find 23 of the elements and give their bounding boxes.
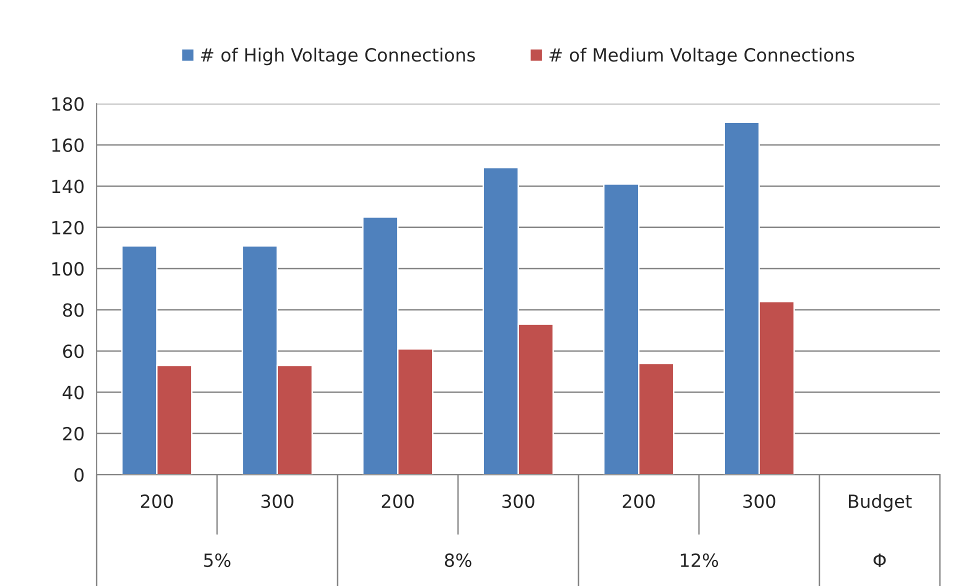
x-tick-label: 300: [261, 494, 294, 508]
x-tick-label: 200: [140, 494, 173, 508]
x-tick-label: Budget: [848, 494, 912, 512]
x-tick-label: 200: [622, 494, 655, 508]
text: 8%: [444, 553, 472, 568]
y-tick-label: 100: [52, 262, 84, 276]
text: 5%: [204, 553, 230, 568]
y-tick-label: 0: [74, 468, 84, 482]
legend-label: # of High Voltage Connections: [200, 48, 475, 66]
x-tick-label: 300: [743, 494, 776, 508]
y-tick-label: 160: [52, 138, 84, 152]
y-tick-label: 80: [63, 303, 84, 317]
legend-label: # of Medium Voltage Connections: [549, 48, 854, 66]
text: 12%: [680, 553, 718, 568]
y-tick-label: 120: [52, 220, 84, 234]
text: Φ: [874, 554, 886, 567]
x-tick-label: 200: [382, 494, 414, 508]
y-tick-label: 60: [63, 344, 84, 358]
y-tick-label: 140: [52, 180, 84, 194]
x-tick-label: 300: [502, 494, 534, 508]
y-tick-label: 20: [63, 426, 84, 441]
y-tick-label: 40: [62, 386, 84, 400]
y-tick-label: 180: [52, 97, 84, 111]
